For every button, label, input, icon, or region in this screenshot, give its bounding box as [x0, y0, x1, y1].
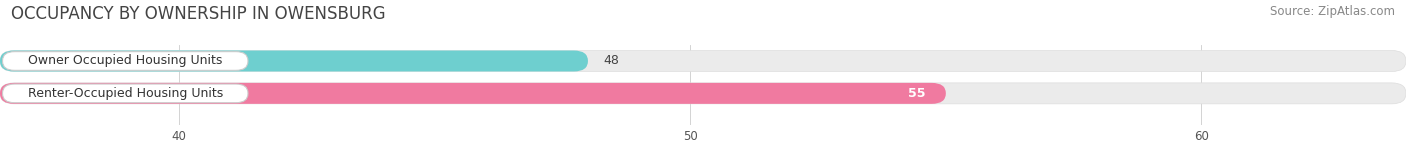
- Text: Renter-Occupied Housing Units: Renter-Occupied Housing Units: [28, 87, 224, 100]
- Text: Source: ZipAtlas.com: Source: ZipAtlas.com: [1270, 5, 1395, 18]
- FancyBboxPatch shape: [0, 83, 946, 104]
- Text: 48: 48: [603, 55, 619, 68]
- FancyBboxPatch shape: [3, 52, 247, 70]
- FancyBboxPatch shape: [0, 51, 1406, 72]
- Text: Owner Occupied Housing Units: Owner Occupied Housing Units: [28, 55, 222, 68]
- Text: OCCUPANCY BY OWNERSHIP IN OWENSBURG: OCCUPANCY BY OWNERSHIP IN OWENSBURG: [11, 5, 385, 23]
- FancyBboxPatch shape: [0, 51, 588, 72]
- FancyBboxPatch shape: [0, 83, 1406, 104]
- Text: 55: 55: [908, 87, 925, 100]
- FancyBboxPatch shape: [3, 84, 247, 103]
